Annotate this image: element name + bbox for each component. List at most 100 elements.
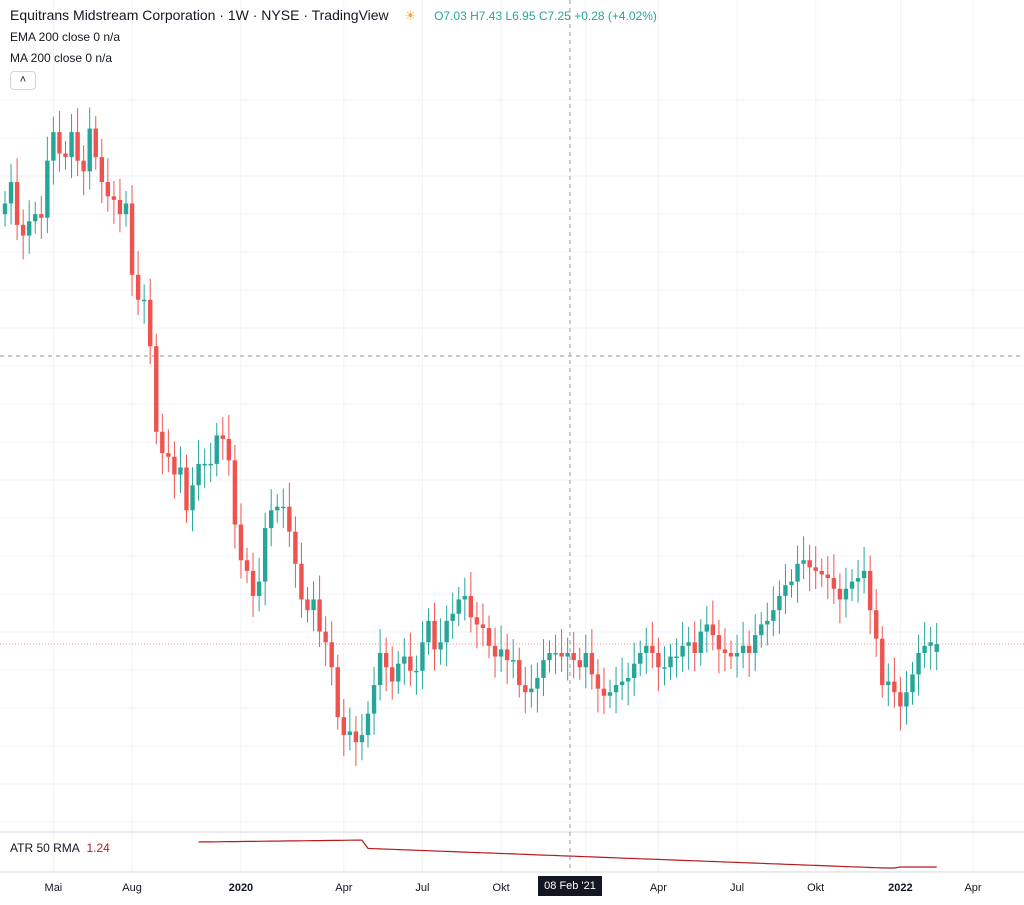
candle-body (910, 674, 915, 693)
candle-body (716, 635, 722, 650)
candle-body (625, 677, 631, 682)
candle-body (474, 617, 480, 625)
collapse-legend-button[interactable]: ˄ (10, 71, 36, 90)
candle-body (825, 574, 830, 579)
candle-body (8, 182, 14, 204)
candle-body (81, 160, 86, 172)
candle-body (837, 588, 843, 600)
candle-body (674, 656, 679, 659)
ema-legend[interactable]: EMA 200 close 0 n/a (10, 30, 121, 44)
candle-body (916, 652, 921, 675)
candle-body (105, 182, 111, 197)
candle-body (256, 581, 262, 596)
x-tick-label: Jul (730, 882, 744, 894)
candle-body (892, 681, 897, 693)
candle-body (650, 645, 655, 653)
candle-body (855, 578, 861, 582)
candle-body (613, 685, 619, 693)
candle-body (160, 431, 165, 454)
x-tick-label: Okt (493, 882, 510, 894)
candle-body (783, 585, 788, 596)
candle-body (547, 652, 552, 661)
candle-body (535, 677, 540, 689)
candle-body (287, 506, 292, 532)
candle-body (638, 652, 643, 664)
candle-body (2, 203, 8, 215)
candle-body (317, 599, 322, 632)
candle-body (571, 652, 576, 661)
candle-body (335, 667, 340, 718)
candle-body (595, 674, 601, 689)
candle-body (898, 692, 903, 707)
candle-body (371, 685, 377, 714)
candle-body (262, 528, 268, 582)
candle-body (734, 652, 740, 657)
atr-legend[interactable]: ATR 50 RMA 1.24 (10, 841, 110, 855)
candle-body (377, 652, 383, 686)
candle-body (746, 645, 752, 653)
candle-body (632, 663, 637, 678)
candle-body (408, 656, 413, 671)
candle-body (353, 731, 359, 743)
sun-icon: ☀ (404, 8, 417, 23)
candle-body (861, 570, 867, 579)
candle-body (39, 214, 44, 218)
candle-body (880, 638, 885, 686)
candle-body (293, 531, 298, 564)
candle-body (202, 463, 207, 466)
candle-body (323, 631, 328, 643)
candle-body (468, 595, 474, 618)
symbol-title: Equitrans Midstream Corporation · 1W · N… (10, 7, 389, 23)
chart-legend-title: Equitrans Midstream Corporation · 1W · N… (10, 7, 657, 24)
candle-body (523, 685, 528, 693)
candle-body (135, 274, 141, 300)
candle-body (51, 132, 56, 161)
candle-body (341, 717, 346, 736)
candle-body (704, 624, 709, 632)
candle-body (511, 660, 516, 662)
candle-body (33, 214, 38, 222)
candle-body (311, 599, 316, 611)
candle-body (529, 688, 534, 693)
candle-body (740, 645, 746, 653)
candle-body (402, 656, 407, 664)
candle-body (553, 652, 558, 655)
candle-body (87, 128, 92, 172)
candle-body (765, 620, 770, 625)
candle-body (20, 224, 26, 236)
candle-body (577, 660, 582, 668)
x-tick-label: Apr (964, 882, 981, 894)
candle-body (789, 581, 794, 586)
x-tick-label: Apr (650, 882, 667, 894)
candle-body (722, 649, 728, 653)
candle-body (698, 631, 703, 653)
candle-body (601, 688, 607, 696)
candle-body (220, 435, 225, 439)
candle-body (390, 667, 395, 682)
candle-body (904, 692, 909, 707)
candle-body (644, 645, 649, 653)
candle-body (662, 667, 667, 669)
candle-body (565, 652, 570, 657)
candle-body (129, 203, 135, 275)
x-tick-label: Jul (415, 882, 429, 894)
x-tick-label: 2022 (888, 882, 912, 894)
candle-body (166, 453, 171, 457)
candle-body (849, 581, 855, 589)
candle-body (819, 570, 824, 575)
candle-body (111, 196, 117, 200)
candle-body (75, 132, 80, 161)
ma-legend[interactable]: MA 200 close 0 n/a (10, 51, 113, 65)
candle-body (728, 652, 734, 657)
candle-body (299, 563, 304, 600)
atr-line (198, 839, 937, 869)
candle-body (172, 456, 177, 475)
candle-body (281, 506, 286, 509)
candle-body (771, 610, 776, 621)
candle-body (807, 560, 812, 568)
candle-body (922, 645, 927, 653)
candle-body (867, 570, 873, 611)
candle-body (656, 652, 661, 668)
